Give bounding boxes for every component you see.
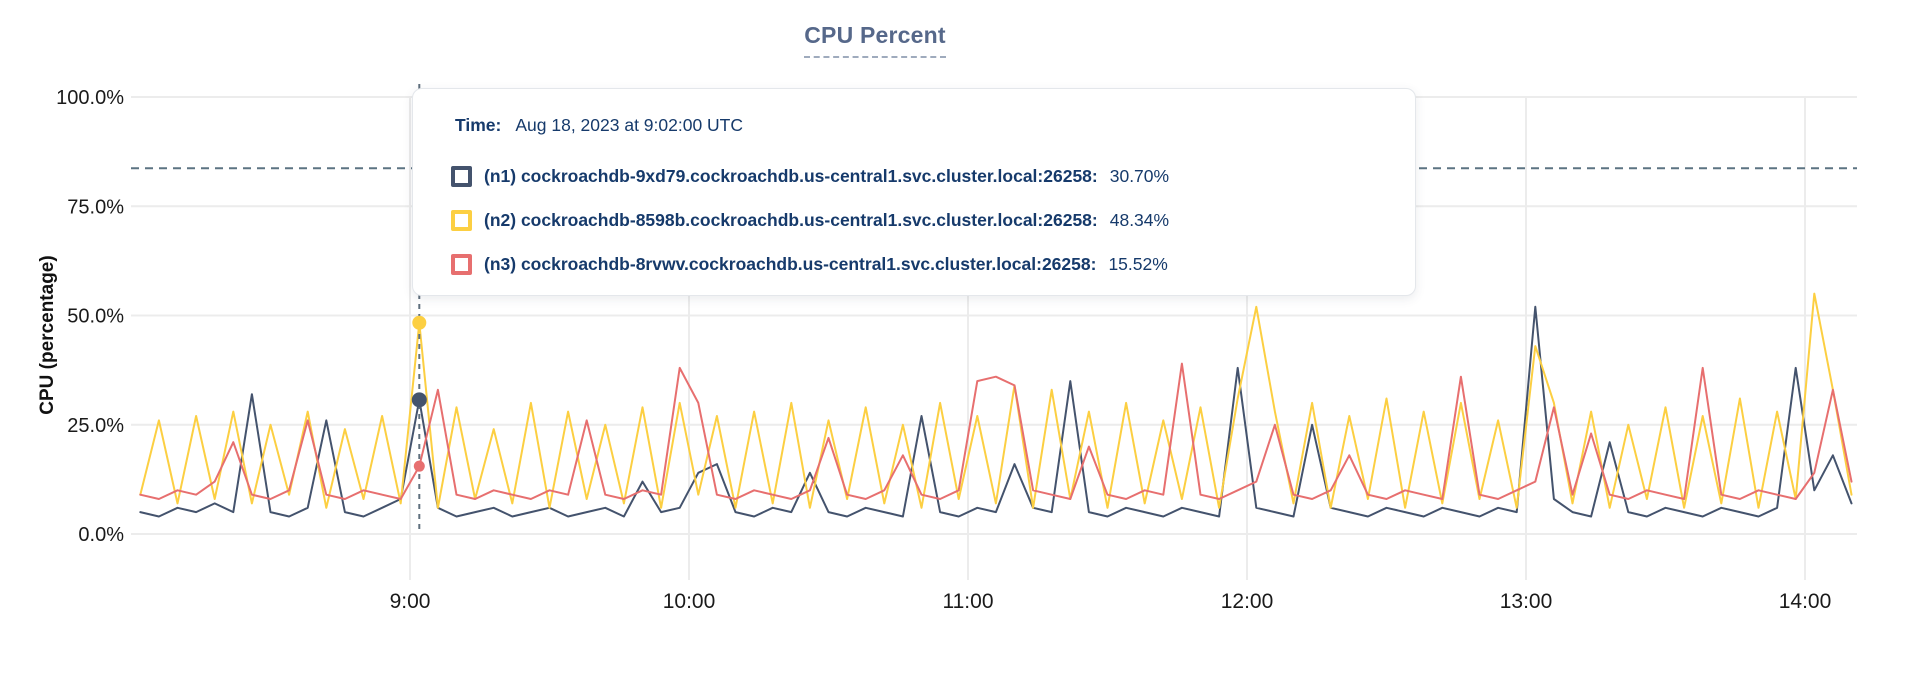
chart-tooltip: Time: Aug 18, 2023 at 9:02:00 UTC (n1) co… xyxy=(412,88,1416,296)
x-tick-label: 9:00 xyxy=(390,590,431,613)
x-tick-label: 14:00 xyxy=(1779,590,1832,613)
hover-point-n2 xyxy=(412,315,427,330)
x-tick-label: 11:00 xyxy=(943,590,994,613)
series-line-n3 xyxy=(139,362,1853,500)
series-swatch-icon xyxy=(451,165,472,187)
series-line-n1 xyxy=(139,305,1853,518)
series-swatch-icon xyxy=(451,253,472,275)
x-tick-label: 13:00 xyxy=(1500,590,1553,613)
tooltip-time-value: Aug 18, 2023 at 9:02:00 UTC xyxy=(515,115,744,135)
tooltip-time-label: Time: xyxy=(455,115,502,135)
chart-title: CPU Percent xyxy=(0,22,1750,58)
series-line-n2 xyxy=(139,292,1853,509)
tooltip-series-row: (n1) cockroachdb-9xd79.cockroachdb.us-ce… xyxy=(451,154,1385,198)
tooltip-series-value: 15.52% xyxy=(1108,253,1168,274)
y-tick-label: 0.0% xyxy=(78,524,124,546)
y-tick-label: 25.0% xyxy=(67,415,124,437)
tooltip-series-row: (n3) cockroachdb-8rvwv.cockroachdb.us-ce… xyxy=(451,242,1385,286)
tooltip-series-value: 48.34% xyxy=(1109,209,1170,230)
x-tick-label: 10:00 xyxy=(663,590,716,613)
tooltip-series-row: (n2) cockroachdb-8598b.cockroachdb.us-ce… xyxy=(451,198,1385,242)
series-swatch-icon xyxy=(451,209,472,231)
hover-point-n1 xyxy=(411,392,427,408)
chart-title-text[interactable]: CPU Percent xyxy=(804,22,946,58)
y-tick-label: 100.0% xyxy=(56,87,124,109)
y-tick-label: 75.0% xyxy=(67,196,124,218)
tooltip-time-row: Time: Aug 18, 2023 at 9:02:00 UTC xyxy=(455,115,1385,136)
hover-point-n3 xyxy=(413,460,425,472)
tooltip-series-label: (n1) cockroachdb-9xd79.cockroachdb.us-ce… xyxy=(484,165,1098,186)
x-tick-label: 12:00 xyxy=(1221,590,1274,613)
tooltip-series-label: (n3) cockroachdb-8rvwv.cockroachdb.us-ce… xyxy=(484,253,1097,274)
y-tick-label: 50.0% xyxy=(67,306,124,328)
tooltip-series-label: (n2) cockroachdb-8598b.cockroachdb.us-ce… xyxy=(484,209,1098,230)
tooltip-series-value: 30.70% xyxy=(1109,165,1170,186)
